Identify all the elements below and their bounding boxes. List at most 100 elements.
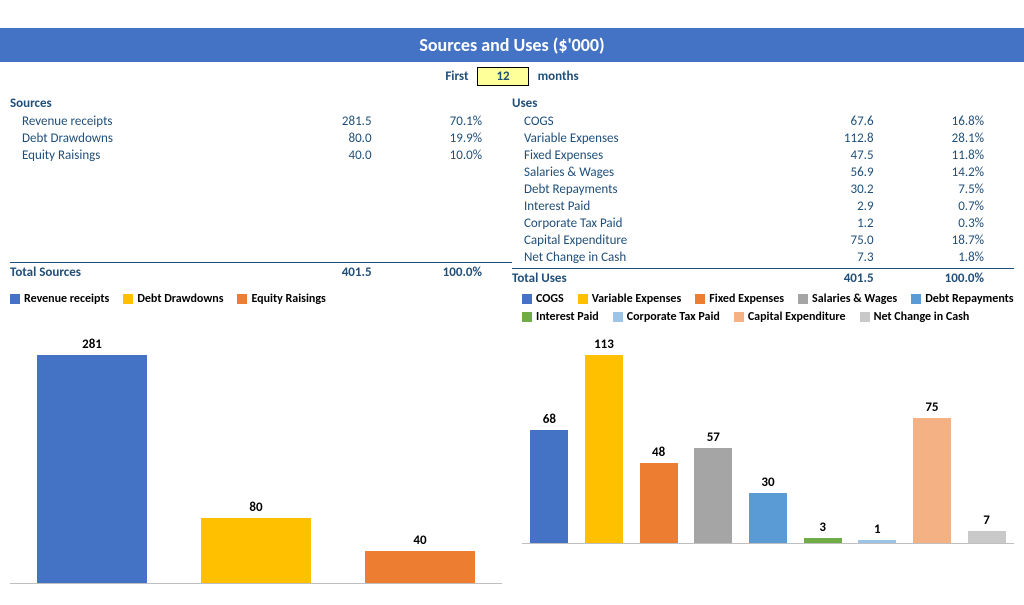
uses-plot: 6811348573031757: [522, 334, 1014, 544]
bar-rect: [858, 540, 896, 543]
uses-row: COGS67.616.8%: [512, 113, 1014, 130]
page-title: Sources and Uses ($'000): [0, 28, 1024, 62]
uses-row: Salaries & Wages56.914.2%: [512, 164, 1014, 181]
uses-row-label: Debt Repayments: [512, 182, 783, 197]
bar-value-label: 57: [707, 430, 720, 445]
tables-container: Sources Revenue receipts281.570.1%Debt D…: [0, 94, 1024, 288]
sources-header: Sources: [10, 94, 512, 113]
legend-text: Debt Drawdowns: [137, 292, 223, 306]
period-input[interactable]: 12: [477, 67, 528, 86]
legend-text: Variable Expenses: [592, 292, 682, 306]
legend-swatch-icon: [10, 294, 20, 304]
bar-rect: [37, 355, 147, 583]
uses-row: Debt Repayments30.27.5%: [512, 181, 1014, 198]
sources-row-label: Equity Raisings: [10, 148, 281, 163]
uses-bar: 7: [968, 513, 1006, 543]
uses-row-label: Interest Paid: [512, 199, 783, 214]
legend-text: Revenue receipts: [24, 292, 109, 306]
bar-rect: [968, 531, 1006, 543]
sources-chart: Revenue receipts Debt Drawdowns Equity Rai…: [10, 292, 502, 584]
bar-value-label: 40: [413, 533, 426, 548]
uses-bar: 57: [694, 430, 732, 543]
sources-row: Debt Drawdowns80.019.9%: [10, 130, 512, 147]
sources-total-pct: 100.0%: [402, 265, 512, 280]
legend-text: Net Change in Cash: [874, 310, 970, 324]
uses-row-pct: 11.8%: [904, 148, 1014, 163]
uses-row: Corporate Tax Paid1.20.3%: [512, 215, 1014, 232]
uses-row-pct: 0.3%: [904, 216, 1014, 231]
bar-value-label: 75: [925, 400, 938, 415]
sources-total-row: Total Sources 401.5 100.0%: [10, 262, 512, 282]
legend-swatch-icon: [522, 312, 532, 322]
uses-legend-item: Variable Expenses: [578, 292, 682, 306]
bar-rect: [749, 493, 787, 543]
bar-rect: [640, 463, 678, 543]
uses-row: Fixed Expenses47.511.8%: [512, 147, 1014, 164]
uses-row-label: Fixed Expenses: [512, 148, 783, 163]
uses-total-label: Total Uses: [512, 271, 783, 286]
uses-bar: 113: [585, 337, 623, 543]
legend-swatch-icon: [613, 312, 623, 322]
bar-rect: [694, 448, 732, 543]
uses-bar: 48: [640, 445, 678, 543]
period-suffix: months: [538, 69, 579, 84]
sources-table: Sources Revenue receipts281.570.1%Debt D…: [10, 94, 512, 288]
uses-row-value: 1.2: [783, 216, 903, 231]
sources-row-pct: 19.9%: [402, 131, 512, 146]
uses-total-row: Total Uses 401.5 100.0%: [512, 268, 1014, 288]
period-prefix: First: [445, 69, 468, 84]
sources-bar: 80: [201, 500, 311, 583]
uses-legend-item: Corporate Tax Paid: [613, 310, 720, 324]
legend-text: Salaries & Wages: [812, 292, 897, 306]
legend-swatch-icon: [734, 312, 744, 322]
uses-row-pct: 28.1%: [904, 131, 1014, 146]
uses-row: Capital Expenditure75.018.7%: [512, 232, 1014, 249]
uses-row-value: 7.3: [783, 250, 903, 265]
uses-row: Net Change in Cash7.31.8%: [512, 249, 1014, 266]
uses-total-value: 401.5: [783, 271, 903, 286]
uses-row-label: COGS: [512, 114, 783, 129]
bar-rect: [530, 430, 568, 543]
uses-row-pct: 1.8%: [904, 250, 1014, 265]
uses-row: Variable Expenses112.828.1%: [512, 130, 1014, 147]
sources-row-value: 281.5: [281, 114, 401, 129]
legend-swatch-icon: [860, 312, 870, 322]
legend-text: Debt Repayments: [925, 292, 1013, 306]
sources-row: Equity Raisings40.010.0%: [10, 147, 512, 164]
uses-row-pct: 18.7%: [904, 233, 1014, 248]
uses-bar: 1: [858, 522, 896, 543]
legend-swatch-icon: [578, 294, 588, 304]
uses-row-label: Salaries & Wages: [512, 165, 783, 180]
sources-legend-item: Equity Raisings: [237, 292, 325, 306]
sources-row-value: 80.0: [281, 131, 401, 146]
uses-legend-item: Net Change in Cash: [860, 310, 970, 324]
charts-container: Revenue receipts Debt Drawdowns Equity Rai…: [0, 288, 1024, 584]
sources-row: Revenue receipts281.570.1%: [10, 113, 512, 130]
uses-row-value: 112.8: [783, 131, 903, 146]
bar-value-label: 7: [983, 513, 990, 528]
uses-row-pct: 0.7%: [904, 199, 1014, 214]
uses-row-pct: 16.8%: [904, 114, 1014, 129]
legend-swatch-icon: [798, 294, 808, 304]
sources-legend-item: Debt Drawdowns: [123, 292, 223, 306]
uses-legend-item: Salaries & Wages: [798, 292, 897, 306]
uses-row-pct: 7.5%: [904, 182, 1014, 197]
bar-value-label: 30: [761, 475, 774, 490]
bar-rect: [913, 418, 951, 543]
uses-row-value: 2.9: [783, 199, 903, 214]
bar-value-label: 3: [819, 520, 826, 535]
uses-legend-item: Interest Paid: [522, 310, 599, 324]
sources-row-pct: 10.0%: [402, 148, 512, 163]
sources-plot: 2818040: [10, 334, 502, 584]
legend-swatch-icon: [911, 294, 921, 304]
uses-row-label: Variable Expenses: [512, 131, 783, 146]
uses-legend: COGSVariable ExpensesFixed ExpensesSalar…: [522, 292, 1014, 328]
bar-rect: [365, 551, 475, 583]
legend-swatch-icon: [522, 294, 532, 304]
legend-swatch-icon: [237, 294, 247, 304]
uses-legend-item: Fixed Expenses: [695, 292, 784, 306]
bar-value-label: 80: [249, 500, 262, 515]
bar-rect: [804, 538, 842, 543]
uses-row: Interest Paid2.90.7%: [512, 198, 1014, 215]
uses-row-value: 56.9: [783, 165, 903, 180]
